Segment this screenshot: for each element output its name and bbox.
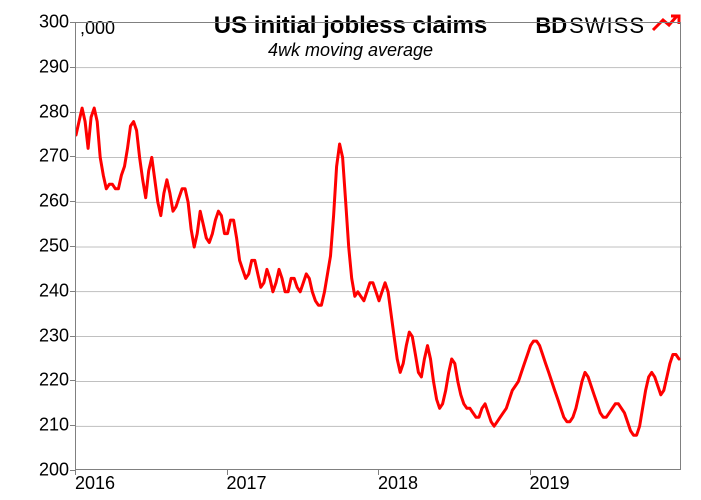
- x-tick-label: 2018: [378, 473, 418, 494]
- y-tick-label: 200: [39, 460, 69, 481]
- chart-svg: [76, 23, 682, 471]
- x-tick-label: 2017: [226, 473, 266, 494]
- y-tick-label: 280: [39, 101, 69, 122]
- x-tick-label: 2019: [529, 473, 569, 494]
- y-tick-label: 260: [39, 191, 69, 212]
- plot-area: [75, 22, 681, 470]
- grid-lines: [76, 68, 682, 426]
- y-tick-label: 270: [39, 146, 69, 167]
- y-tick-label: 230: [39, 325, 69, 346]
- y-tick-label: 290: [39, 56, 69, 77]
- y-tick-label: 250: [39, 236, 69, 257]
- chart-container: US initial jobless claims 4wk moving ave…: [0, 0, 701, 500]
- y-tick-label: 300: [39, 12, 69, 33]
- y-tick-label: 240: [39, 280, 69, 301]
- x-tick-label: 2016: [75, 473, 115, 494]
- y-tick-label: 220: [39, 370, 69, 391]
- y-tick-label: 210: [39, 415, 69, 436]
